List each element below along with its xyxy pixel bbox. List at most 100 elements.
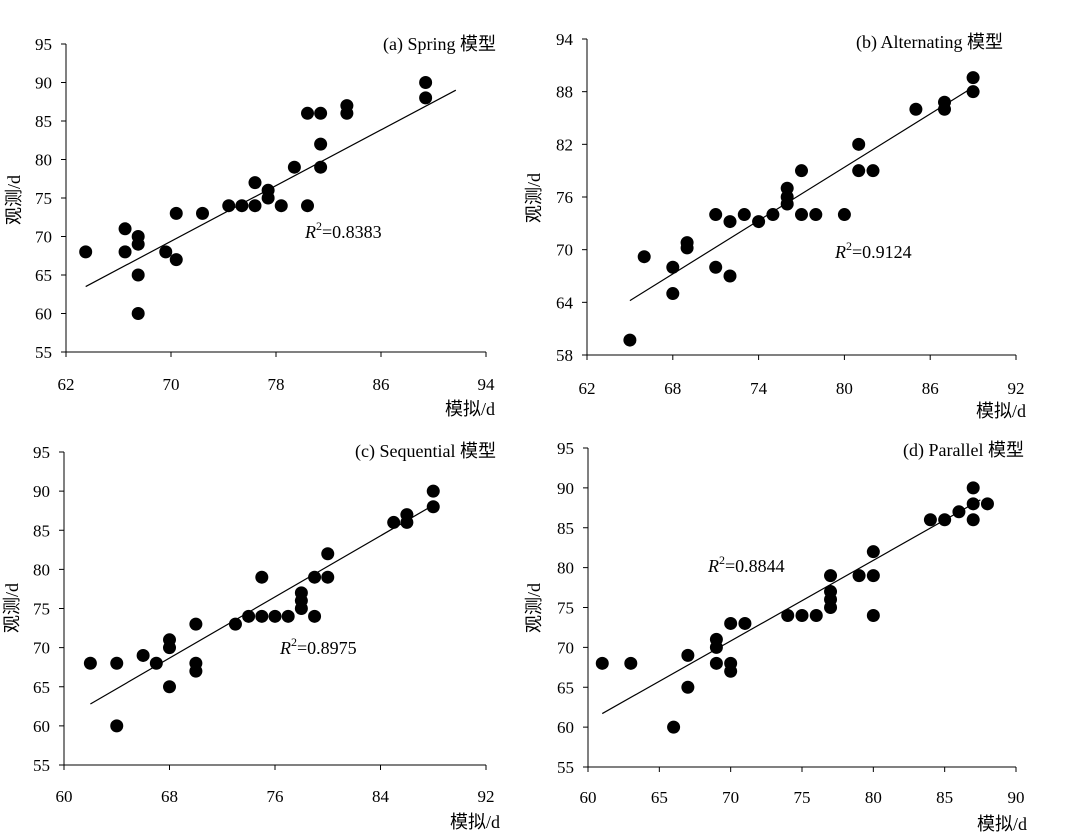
data-point [110,656,124,670]
data-point [196,206,209,220]
data-point [766,208,780,222]
data-point [131,230,145,243]
y-tick-label: 55 [557,758,574,777]
y-tick-label: 70 [35,228,52,247]
data-point [723,269,737,283]
x-tick-label: 62 [579,379,596,398]
x-tick-label: 80 [836,379,853,398]
fit-line [90,504,434,705]
x-tick-label: 62 [58,375,75,394]
data-point [136,648,150,662]
fit-line [629,86,974,302]
panel-title: (c) Sequential 模型 [355,441,496,462]
x-axis-title: 模拟/d [977,814,1027,834]
data-point [980,497,994,511]
data-point [824,585,838,599]
data-point [83,656,97,670]
data-point [314,160,328,174]
data-point [852,137,866,151]
data-point [242,609,256,623]
data-point [667,720,681,734]
y-tick-label: 95 [557,439,574,458]
x-tick-label: 84 [372,787,390,806]
data-point [966,513,980,527]
data-point [666,260,680,274]
y-tick-label: 70 [557,638,574,657]
y-tick-label: 88 [556,83,573,102]
data-point [387,515,401,529]
data-point [274,199,288,213]
y-tick-label: 80 [33,560,50,579]
data-point [248,199,262,213]
data-point [724,656,738,670]
data-point [624,656,638,670]
data-point [866,164,880,178]
data-point [795,608,809,622]
x-tick-label: 80 [865,788,882,807]
data-point [909,102,923,116]
data-point [938,95,951,109]
data-point [118,222,132,236]
data-point [163,680,176,694]
data-point [255,570,269,584]
data-point [235,199,249,213]
r-squared-label: R2=0.8975 [279,635,357,658]
data-point [681,680,695,694]
data-point [131,268,145,282]
data-point [294,602,308,615]
x-tick-label: 70 [163,375,180,394]
data-point [301,106,314,120]
data-point [666,287,680,301]
y-axis-title: 观测/d [524,173,544,223]
y-tick-label: 80 [35,151,52,170]
x-tick-label: 68 [161,787,178,806]
data-point [723,215,737,229]
data-point [314,137,328,151]
y-axis-title: 观测/d [524,583,544,633]
data-point [321,547,335,561]
data-point [824,569,838,583]
data-point [340,106,354,120]
data-point [952,505,966,519]
scatter-panel-2: 58 64 70 76 82 88 94 62 68 74 80 86 92 (b) Alternatin… [524,30,1026,421]
x-tick-label: 74 [750,379,768,398]
x-tick-label: 92 [478,787,495,806]
fit-line [601,499,981,715]
data-point [852,569,866,583]
y-tick-label: 85 [35,112,52,131]
data-point [248,176,262,190]
data-point [709,656,723,670]
data-point [255,609,269,623]
data-point [281,609,295,623]
x-tick-label: 68 [664,379,681,398]
y-tick-label: 65 [557,678,574,697]
x-axis-title: 模拟/d [450,812,500,832]
data-point [809,608,823,622]
data-point [795,164,808,178]
data-point [837,208,851,222]
data-point [809,208,823,222]
data-point [419,91,433,105]
r-squared-label: R2=0.8844 [707,553,785,576]
y-tick-label: 76 [556,188,573,207]
y-axis-title: 观测/d [2,583,22,633]
data-point [228,617,242,631]
r-squared-label: R2=0.8383 [304,219,382,242]
x-tick-label: 65 [651,788,668,807]
data-point [623,333,637,347]
y-tick-label: 75 [557,599,574,618]
data-point [426,500,440,514]
y-tick-label: 58 [556,346,573,365]
data-point [400,515,414,529]
x-tick-label: 60 [580,788,597,807]
data-point [287,160,301,174]
r-squared-label: R2=0.9124 [834,239,912,262]
data-point [595,656,609,670]
x-tick-label: 76 [267,787,284,806]
panel-title: (d) Parallel 模型 [903,440,1024,461]
data-point [724,616,738,630]
y-tick-label: 60 [557,718,574,737]
x-tick-label: 75 [794,788,811,807]
data-point [752,215,766,229]
